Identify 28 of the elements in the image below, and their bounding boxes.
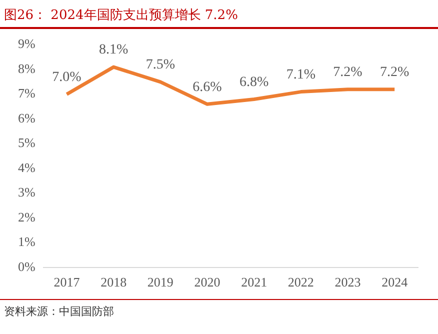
y-tick-label: 5%: [18, 135, 36, 150]
y-tick-label: 0%: [18, 258, 36, 274]
y-tick-label: 4%: [18, 160, 36, 175]
x-tick-label: 2017: [54, 274, 80, 290]
x-tick-label: 2020: [194, 274, 220, 290]
data-label: 7.2%: [380, 64, 410, 80]
data-label: 7.5%: [146, 58, 176, 73]
y-tick-label: 7%: [18, 86, 36, 101]
data-label: 7.1%: [286, 67, 316, 82]
y-tick-label: 9%: [18, 36, 36, 52]
y-tick-label: 6%: [18, 110, 36, 126]
text: 资料来源：中国国防部: [0, 299, 438, 323]
x-tick-label: 2023: [334, 274, 361, 290]
x-tick-label: 2024: [382, 274, 408, 290]
x-tick-label: 2019: [147, 274, 174, 290]
y-tick-label: 8%: [18, 60, 36, 76]
data-label: 6.8%: [239, 74, 269, 90]
y-tick-label: 1%: [18, 234, 36, 250]
chart-title: 图26： 2024年国防支出预算增长 7.2%: [0, 0, 438, 29]
data-label: 7.2%: [333, 64, 363, 80]
data-label: 6.6%: [192, 80, 222, 95]
y-tick-label: 2%: [18, 209, 36, 224]
x-tick-label: 2021: [241, 274, 268, 290]
data-label: 8.1%: [98, 42, 128, 58]
x-tick-label: 2018: [100, 274, 127, 290]
y-tick-label: 3%: [18, 184, 36, 200]
x-tick-label: 2022: [288, 274, 314, 290]
data-label: 7.0%: [52, 70, 82, 85]
